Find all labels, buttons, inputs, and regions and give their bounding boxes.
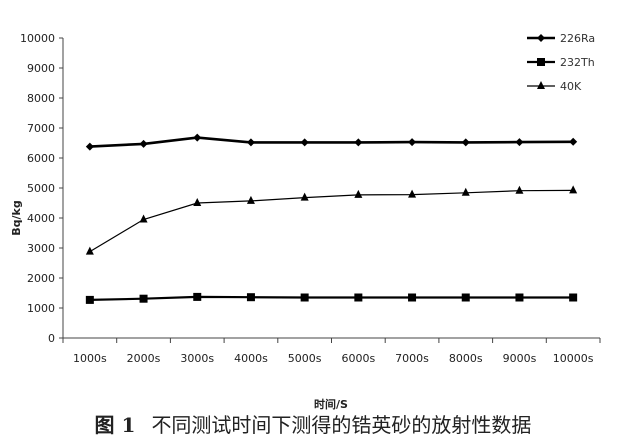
- data-point-40k: [354, 189, 363, 198]
- data-point-226ra: [569, 137, 578, 146]
- legend-item-226ra: 226Ra: [527, 32, 595, 45]
- data-point-40k: [246, 195, 255, 204]
- x-axis-label: 时间/S: [314, 397, 348, 411]
- x-tick-label: 5000s: [288, 352, 322, 365]
- data-point-232th: [515, 293, 524, 302]
- data-point-40k: [408, 189, 417, 198]
- legend-swatch-marker: [537, 58, 545, 66]
- legend-label: 226Ra: [560, 32, 595, 45]
- data-point-232th: [569, 293, 578, 302]
- legend: 226Ra 232Th 40K: [527, 32, 595, 93]
- data-point-226ra: [354, 138, 363, 147]
- figure-caption: 图 1 不同测试时间下测得的锆英砂的放射性数据: [0, 409, 626, 438]
- legend-label: 232Th: [560, 56, 595, 69]
- data-point-232th: [300, 293, 309, 302]
- figure-caption-text: 不同测试时间下测得的锆英砂的放射性数据: [151, 413, 532, 437]
- data-point-40k: [85, 246, 94, 255]
- x-tick-label: 3000s: [180, 352, 214, 365]
- series-line-232th: [89, 295, 574, 301]
- y-tick-label: 0: [48, 332, 55, 345]
- data-point-226ra: [85, 142, 94, 151]
- data-point-232th: [408, 293, 417, 302]
- y-tick-labels: 0 1000 2000 3000 4000 5000 6000 7000 8000 9000 100…: [20, 32, 63, 345]
- data-point-232th: [246, 293, 255, 302]
- y-tick-label: 3000: [27, 242, 55, 255]
- data-point-226ra: [300, 138, 309, 147]
- figure-number: 图 1: [94, 413, 136, 437]
- data-point-232th: [85, 295, 94, 304]
- x-tick-label: 6000s: [341, 352, 375, 365]
- data-point-226ra: [139, 139, 148, 148]
- data-point-226ra: [193, 133, 202, 142]
- data-point-226ra: [246, 138, 255, 147]
- data-point-232th: [354, 293, 363, 302]
- x-tick-label: 9000s: [503, 352, 537, 365]
- x-tick-label: 1000s: [73, 352, 107, 365]
- x-tick-label: 10000s: [553, 352, 594, 365]
- series-232th: [85, 292, 578, 304]
- x-tick-label: 8000s: [449, 352, 483, 365]
- data-point-40k: [461, 187, 470, 196]
- legend-swatch-marker: [537, 81, 545, 89]
- series-40k: [85, 185, 578, 255]
- legend-swatch-marker: [537, 34, 545, 42]
- legend-item-232th: 232Th: [527, 56, 595, 69]
- y-axis-label: Bq/kg: [10, 200, 23, 235]
- y-tick-label: 6000: [27, 152, 55, 165]
- data-point-226ra: [408, 138, 417, 147]
- data-point-40k: [569, 185, 578, 194]
- y-tick-label: 2000: [27, 272, 55, 285]
- x-tick-label: 2000s: [127, 352, 161, 365]
- data-point-40k: [139, 214, 148, 223]
- series-226ra: [85, 133, 578, 151]
- series-line-40k: [89, 189, 574, 253]
- y-tick-label: 7000: [27, 122, 55, 135]
- data-point-232th: [193, 292, 202, 301]
- y-tick-label: 1000: [27, 302, 55, 315]
- y-tick-label: 10000: [20, 32, 55, 45]
- legend-label: 40K: [560, 80, 582, 93]
- y-tick-label: 9000: [27, 62, 55, 75]
- data-point-226ra: [461, 138, 470, 147]
- data-point-232th: [139, 294, 148, 303]
- y-tick-label: 8000: [27, 92, 55, 105]
- data-point-226ra: [515, 138, 524, 147]
- data-point-40k: [193, 198, 202, 206]
- plot-area: [85, 133, 578, 304]
- data-point-232th: [461, 293, 470, 302]
- x-tick-label: 7000s: [395, 352, 429, 365]
- x-tick-labels: 1000s 2000s 3000s 4000s 5000s 6000s 7000s 8000s…: [62, 338, 601, 365]
- data-point-40k: [515, 185, 524, 194]
- legend-item-40k: 40K: [527, 80, 582, 93]
- y-tick-label: 5000: [27, 182, 55, 195]
- y-tick-label: 4000: [27, 212, 55, 225]
- data-point-40k: [300, 192, 309, 201]
- series-line-226ra: [89, 136, 574, 148]
- x-tick-label: 4000s: [234, 352, 268, 365]
